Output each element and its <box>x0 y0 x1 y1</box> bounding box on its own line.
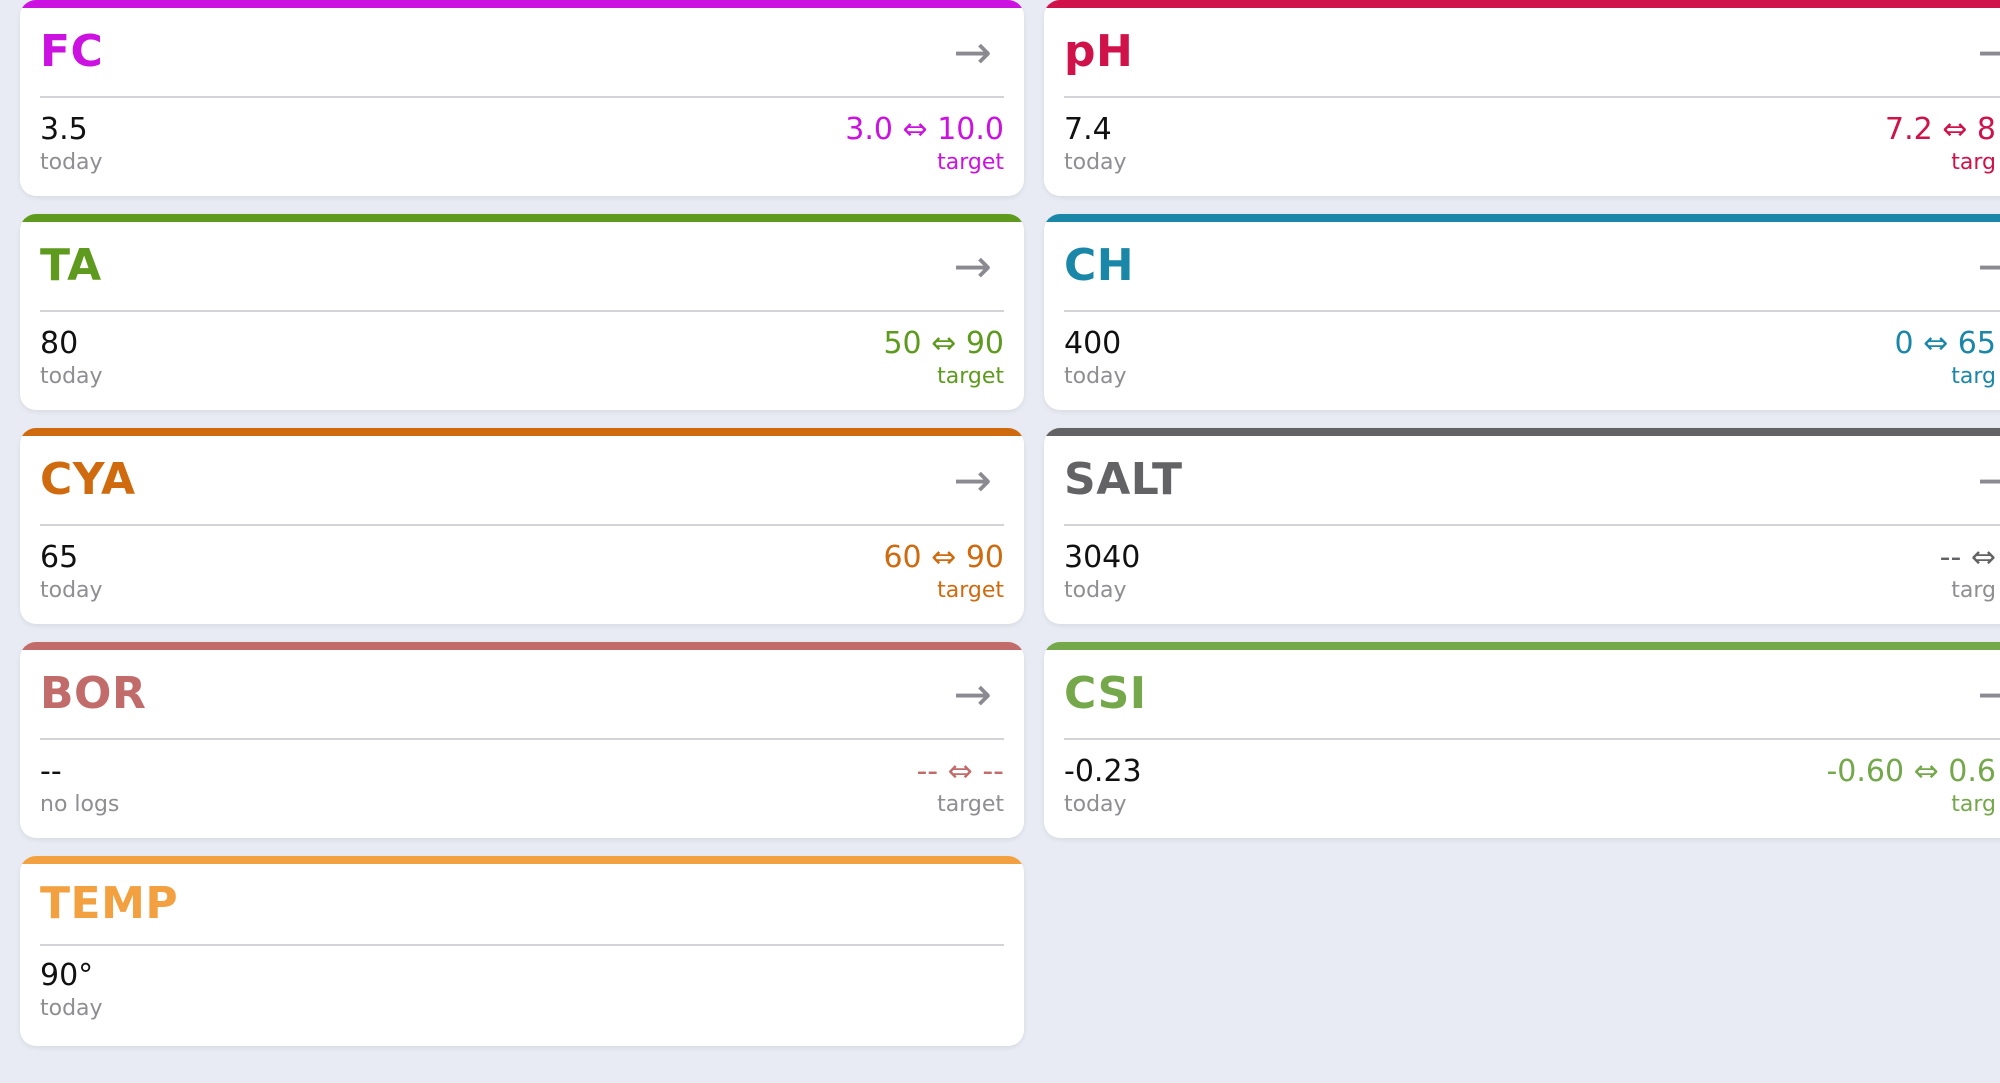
card-title: pH <box>1064 26 1134 77</box>
target-label: targ <box>1951 578 1996 603</box>
card-ch[interactable]: CH → 400 today 0 ⇔ 65 targ <box>1044 214 2000 410</box>
current-value: -- <box>40 754 62 789</box>
card-title: TEMP <box>40 878 179 929</box>
card-accent-bar <box>1044 642 2000 650</box>
value-date-label: today <box>1064 364 1127 389</box>
card-temp[interactable]: TEMP 90° today <box>20 856 1024 1046</box>
card-title: FC <box>40 26 104 77</box>
card-cya[interactable]: CYA → 65 today 60 ⇔ 90 target <box>20 428 1024 624</box>
current-value: 3.5 <box>40 112 88 147</box>
target-label: target <box>937 578 1004 603</box>
current-value: 400 <box>1064 326 1122 361</box>
card-accent-bar <box>20 214 1024 222</box>
value-date-label: today <box>1064 578 1127 603</box>
divider <box>40 738 1004 740</box>
current-value: 3040 <box>1064 540 1141 575</box>
current-value: 7.4 <box>1064 112 1112 147</box>
card-accent-bar <box>1044 0 2000 8</box>
card-title: CH <box>1064 240 1135 291</box>
card-ta[interactable]: TA → 80 today 50 ⇔ 90 target <box>20 214 1024 410</box>
value-date-label: today <box>1064 792 1127 817</box>
arrow-right-icon[interactable]: → <box>953 453 992 507</box>
divider <box>40 96 1004 98</box>
value-date-label: no logs <box>40 792 120 817</box>
card-ph[interactable]: pH → 7.4 today 7.2 ⇔ 8 targ <box>1044 0 2000 196</box>
target-range: -0.60 ⇔ 0.6 <box>1826 754 1996 789</box>
target-range: 60 ⇔ 90 <box>883 540 1004 575</box>
current-value: 80 <box>40 326 79 361</box>
target-label: target <box>937 150 1004 175</box>
card-title: BOR <box>40 668 147 719</box>
target-label: target <box>937 364 1004 389</box>
divider <box>1064 96 2000 98</box>
arrow-right-icon[interactable]: → <box>1977 667 2000 721</box>
divider <box>40 310 1004 312</box>
target-range: 7.2 ⇔ 8 <box>1884 112 1996 147</box>
target-label: targ <box>1951 364 1996 389</box>
value-date-label: today <box>1064 150 1127 175</box>
arrow-right-icon[interactable]: → <box>1977 239 2000 293</box>
card-title: CSI <box>1064 668 1147 719</box>
divider <box>1064 738 2000 740</box>
card-title: CYA <box>40 454 136 505</box>
card-accent-bar <box>1044 428 2000 436</box>
card-title: TA <box>40 240 102 291</box>
value-date-label: today <box>40 996 103 1021</box>
card-fc[interactable]: FC → 3.5 today 3.0 ⇔ 10.0 target <box>20 0 1024 196</box>
arrow-right-icon[interactable]: → <box>953 25 992 79</box>
card-accent-bar <box>20 856 1024 864</box>
value-date-label: today <box>40 150 103 175</box>
divider <box>40 524 1004 526</box>
divider <box>40 944 1004 946</box>
target-range: -- ⇔ <box>1939 540 1996 575</box>
arrow-right-icon[interactable]: → <box>1977 453 2000 507</box>
current-value: 90° <box>40 958 94 993</box>
target-range: -- ⇔ -- <box>916 754 1004 789</box>
card-csi[interactable]: CSI → -0.23 today -0.60 ⇔ 0.6 targ <box>1044 642 2000 838</box>
target-range: 50 ⇔ 90 <box>883 326 1004 361</box>
arrow-right-icon[interactable]: → <box>953 667 992 721</box>
value-date-label: today <box>40 364 103 389</box>
current-value: -0.23 <box>1064 754 1142 789</box>
value-date-label: today <box>40 578 103 603</box>
divider <box>1064 524 2000 526</box>
card-title: SALT <box>1064 454 1183 505</box>
target-label: targ <box>1951 150 1996 175</box>
card-accent-bar <box>20 642 1024 650</box>
card-accent-bar <box>1044 214 2000 222</box>
card-bor[interactable]: BOR → -- no logs -- ⇔ -- target <box>20 642 1024 838</box>
target-label: targ <box>1951 792 1996 817</box>
arrow-right-icon[interactable]: → <box>1977 25 2000 79</box>
card-salt[interactable]: SALT → 3040 today -- ⇔ targ <box>1044 428 2000 624</box>
card-accent-bar <box>20 428 1024 436</box>
current-value: 65 <box>40 540 79 575</box>
arrow-right-icon[interactable]: → <box>953 239 992 293</box>
target-range: 3.0 ⇔ 10.0 <box>845 112 1004 147</box>
card-accent-bar <box>20 0 1024 8</box>
target-range: 0 ⇔ 65 <box>1894 326 1996 361</box>
target-label: target <box>937 792 1004 817</box>
divider <box>1064 310 2000 312</box>
